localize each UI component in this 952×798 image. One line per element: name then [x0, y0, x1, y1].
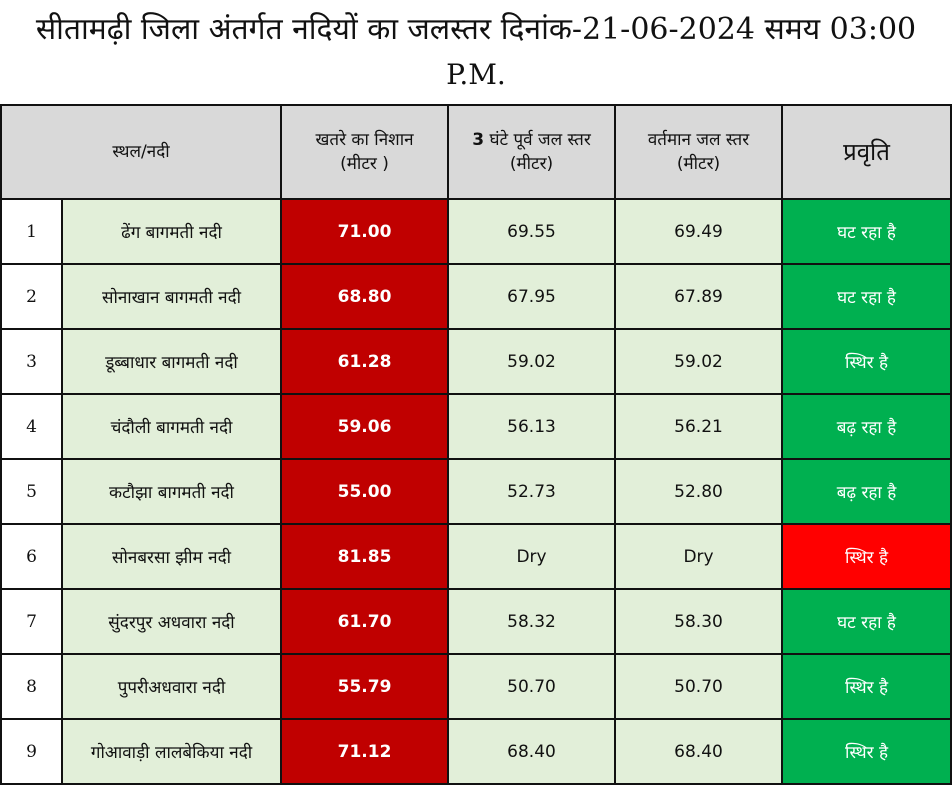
serial-number: 1	[0, 198, 63, 265]
serial-number: 9	[0, 718, 63, 785]
previous-level: 68.40	[447, 718, 617, 785]
serial-number: 3	[0, 328, 63, 395]
trend-status: स्थिर है	[781, 653, 952, 720]
trend-status: घट रहा है	[781, 263, 952, 330]
place-name: सोनबरसा झीम नदी	[60, 523, 283, 590]
current-level: 59.02	[614, 328, 784, 395]
previous-level: 58.32	[447, 588, 617, 655]
danger-level: 81.85	[280, 523, 450, 590]
serial-number: 8	[0, 653, 63, 720]
current-level: 56.21	[614, 393, 784, 460]
header-danger-line2: (मीटर )	[340, 154, 389, 174]
previous-level: 56.13	[447, 393, 617, 460]
place-name: सुंदरपुर अधवारा नदी	[60, 588, 283, 655]
header-prev-text: घंटे पूर्व जल स्तर	[484, 130, 591, 150]
current-level: 68.40	[614, 718, 784, 785]
page-title: सीतामढ़ी जिला अंतर्गत नदियों का जलस्तर द…	[0, 0, 952, 104]
table-header-row: स्थल/नदी खतरे का निशान (मीटर ) 3 घंटे पू…	[0, 104, 952, 200]
serial-number: 6	[0, 523, 63, 590]
danger-level: 59.06	[280, 393, 450, 460]
trend-status: बढ़ रहा है	[781, 458, 952, 525]
current-level: 50.70	[614, 653, 784, 720]
previous-level: 59.02	[447, 328, 617, 395]
current-level: 69.49	[614, 198, 784, 265]
trend-status: स्थिर है	[781, 523, 952, 590]
serial-number: 5	[0, 458, 63, 525]
serial-number: 2	[0, 263, 63, 330]
title-line-1: सीतामढ़ी जिला अंतर्गत नदियों का जलस्तर द…	[35, 12, 917, 47]
table-row: 2 सोनाखान बागमती नदी 68.80 67.95 67.89 घ…	[0, 263, 952, 330]
trend-status: स्थिर है	[781, 718, 952, 785]
place-name: डूब्बाधार बागमती नदी	[60, 328, 283, 395]
header-prev-line2: (मीटर)	[509, 154, 554, 174]
table-row: 5 कटौझा बागमती नदी 55.00 52.73 52.80 बढ़…	[0, 458, 952, 525]
water-level-table: स्थल/नदी खतरे का निशान (मीटर ) 3 घंटे पू…	[0, 104, 952, 785]
trend-status: घट रहा है	[781, 198, 952, 265]
table-row: 6 सोनबरसा झीम नदी 81.85 Dry Dry स्थिर है	[0, 523, 952, 590]
trend-status: बढ़ रहा है	[781, 393, 952, 460]
previous-level: 50.70	[447, 653, 617, 720]
previous-level: Dry	[447, 523, 617, 590]
danger-level: 55.79	[280, 653, 450, 720]
header-current: वर्तमान जल स्तर (मीटर)	[614, 104, 784, 200]
danger-level: 71.00	[280, 198, 450, 265]
place-name: कटौझा बागमती नदी	[60, 458, 283, 525]
place-name: चंदौली बागमती नदी	[60, 393, 283, 460]
place-name: गोआवाड़ी लालबेकिया नदी	[60, 718, 283, 785]
header-trend: प्रवृति	[781, 104, 952, 200]
current-level: 67.89	[614, 263, 784, 330]
header-trend-label: प्रवृति	[843, 138, 890, 166]
danger-level: 61.28	[280, 328, 450, 395]
title-line-2: P.M.	[446, 58, 506, 91]
header-place: स्थल/नदी	[0, 104, 283, 200]
current-level: 52.80	[614, 458, 784, 525]
header-danger: खतरे का निशान (मीटर )	[280, 104, 450, 200]
danger-level: 55.00	[280, 458, 450, 525]
current-level: Dry	[614, 523, 784, 590]
place-name: पुपरीअधवारा नदी	[60, 653, 283, 720]
place-name: सोनाखान बागमती नदी	[60, 263, 283, 330]
previous-level: 69.55	[447, 198, 617, 265]
table-row: 9 गोआवाड़ी लालबेकिया नदी 71.12 68.40 68.…	[0, 718, 952, 785]
danger-level: 71.12	[280, 718, 450, 785]
danger-level: 61.70	[280, 588, 450, 655]
current-level: 58.30	[614, 588, 784, 655]
table-row: 3 डूब्बाधार बागमती नदी 61.28 59.02 59.02…	[0, 328, 952, 395]
header-prev-line1: 3 घंटे पूर्व जल स्तर	[450, 128, 613, 152]
serial-number: 4	[0, 393, 63, 460]
place-name: ढेंग बागमती नदी	[60, 198, 283, 265]
table-row: 4 चंदौली बागमती नदी 59.06 56.13 56.21 बढ…	[0, 393, 952, 460]
previous-level: 67.95	[447, 263, 617, 330]
serial-number: 7	[0, 588, 63, 655]
header-prev-num: 3	[472, 130, 485, 150]
header-place-label: स्थल/नदी	[112, 142, 170, 162]
table-row: 8 पुपरीअधवारा नदी 55.79 50.70 50.70 स्थि…	[0, 653, 952, 720]
header-current-line1: वर्तमान जल स्तर	[647, 130, 750, 150]
header-danger-line1: खतरे का निशान	[315, 130, 414, 150]
trend-status: घट रहा है	[781, 588, 952, 655]
previous-level: 52.73	[447, 458, 617, 525]
header-prev: 3 घंटे पूर्व जल स्तर (मीटर)	[447, 104, 617, 200]
trend-status: स्थिर है	[781, 328, 952, 395]
header-current-line2: (मीटर)	[676, 154, 721, 174]
table-row: 1 ढेंग बागमती नदी 71.00 69.55 69.49 घट र…	[0, 198, 952, 265]
table-row: 7 सुंदरपुर अधवारा नदी 61.70 58.32 58.30 …	[0, 588, 952, 655]
danger-level: 68.80	[280, 263, 450, 330]
